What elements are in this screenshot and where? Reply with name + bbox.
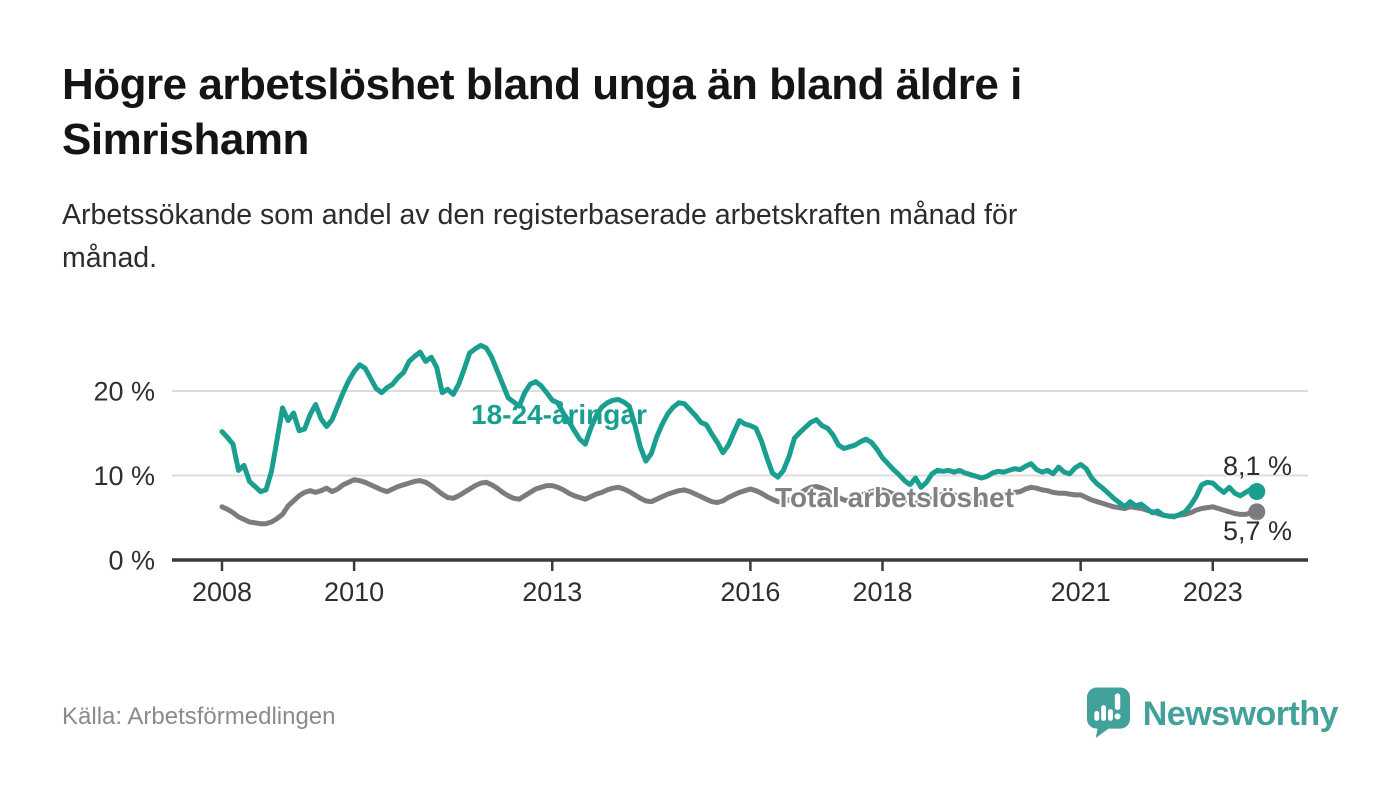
series-label-total: Total arbetslöshet [775, 482, 1015, 513]
x-tick-label: 2013 [522, 577, 582, 607]
newsworthy-speech-bubble-bar-chart-icon [1085, 685, 1132, 744]
y-tick-label: 20 % [93, 377, 155, 407]
series-end-dot-1 [1248, 503, 1266, 521]
brand-name: Newsworthy [1142, 695, 1339, 733]
end-value-label-total: 5,7 % [1222, 516, 1292, 546]
end-value-label-young: 8,1 % [1222, 451, 1292, 481]
page-title: Högre arbetslöshet bland unga än bland ä… [62, 58, 1282, 167]
page-title-line-1: Högre arbetslöshet bland unga än bland ä… [62, 60, 1022, 109]
series-line-1 [219, 477, 1260, 527]
x-tick-label: 2018 [852, 577, 912, 607]
x-tick-label: 2008 [192, 577, 252, 607]
x-tick-label: 2010 [324, 577, 384, 607]
x-tick-label: 2023 [1183, 577, 1243, 607]
page-title-line-2: Simrishamn [62, 114, 309, 164]
x-tick-label: 2021 [1051, 577, 1111, 607]
series-label-young: 18-24-åringar [471, 399, 647, 430]
source-attribution: Källa: Arbetsförmedlingen [62, 703, 336, 730]
y-tick-label: 0 % [108, 546, 155, 576]
y-tick-label: 10 % [93, 461, 155, 491]
x-tick-label: 2016 [720, 577, 780, 607]
chart-subtitle-line-2: månad. [62, 241, 158, 274]
series-line-0 [219, 342, 1260, 520]
chart-subtitle: Arbetssökande som andel av den registerb… [62, 194, 1282, 280]
newsworthy-logo: Newsworthy [1085, 685, 1339, 744]
series-end-dot-0 [1248, 483, 1266, 501]
chart-subtitle-line-1: Arbetssökande som andel av den registerb… [62, 199, 1018, 231]
